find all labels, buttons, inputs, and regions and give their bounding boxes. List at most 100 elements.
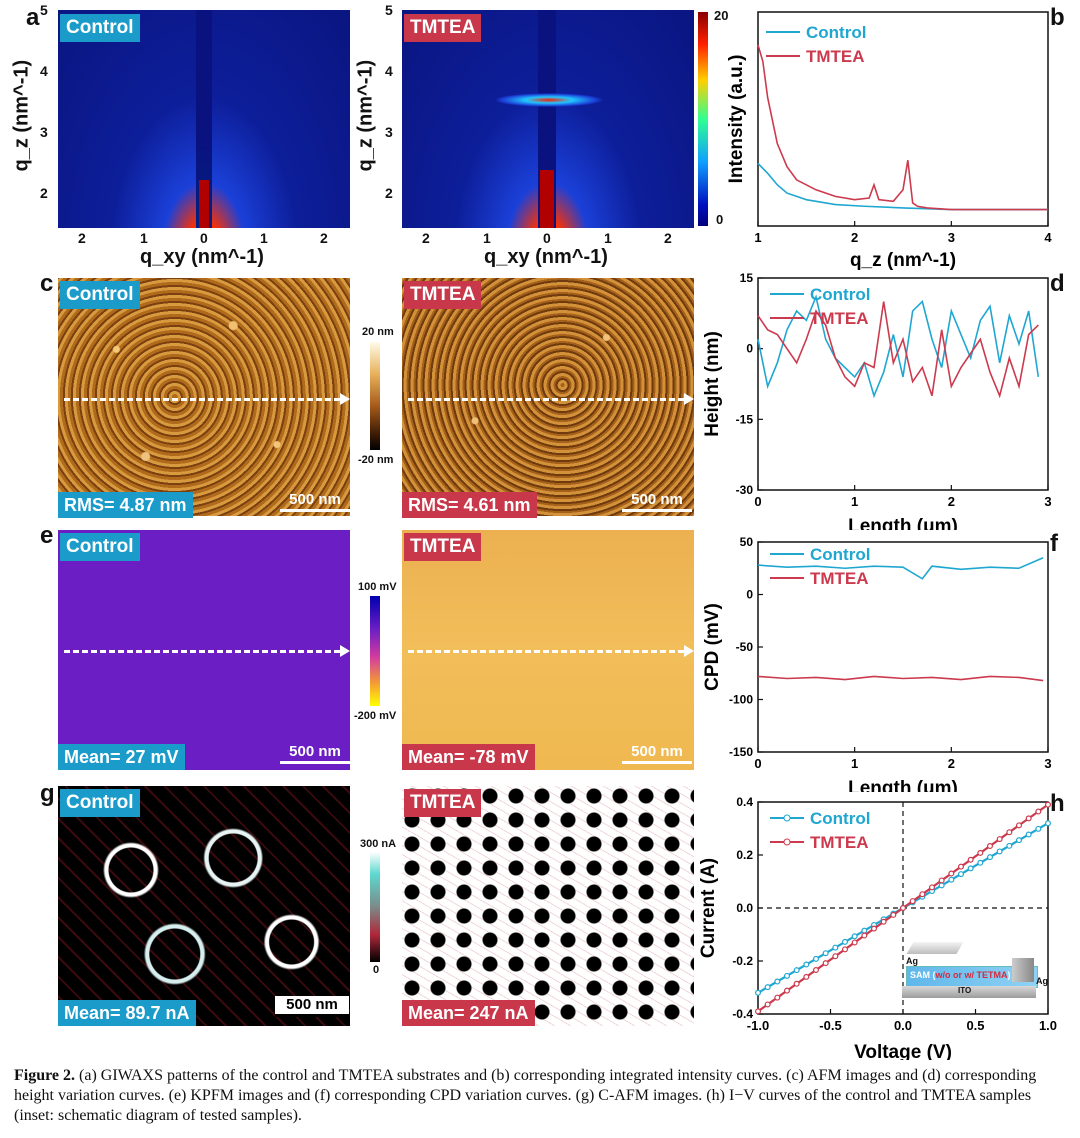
- data-point: [1025, 815, 1032, 822]
- y-tick-label: 0.4: [736, 795, 753, 809]
- x-axis-title: Voltage (V): [854, 1042, 952, 1060]
- data-point: [764, 1001, 771, 1008]
- x-tick-label: 0.5: [966, 1018, 984, 1033]
- afm-tmtea-image: [402, 278, 694, 516]
- legend-label: TMTEA: [810, 833, 869, 852]
- giwaxs-xtick: 1: [483, 230, 491, 246]
- giwaxs-tmtea-image: [402, 10, 694, 228]
- y-axis-title: Intensity (a.u.): [726, 55, 747, 184]
- panel-label-h: h: [1050, 790, 1065, 817]
- x-axis-title: q_z (nm^-1): [850, 250, 956, 270]
- data-point: [832, 953, 839, 960]
- legend-label: TMTEA: [806, 47, 865, 66]
- data-point: [996, 836, 1003, 843]
- panel-label-e: e: [40, 522, 54, 549]
- data-point: [987, 842, 994, 849]
- giwaxs-ytick-3: 3: [40, 124, 48, 140]
- afm-scale-label: 500 nm: [289, 491, 341, 508]
- chart-f-cpd: 0 1 2 3 -150 -100 -50 0 50 Control TMTEA Length (μm…: [702, 535, 1052, 792]
- inset-sam-prefix: SAM (: [910, 970, 936, 980]
- kpfm-control-linecut: [64, 650, 340, 653]
- y-tick-label: 0.0: [736, 901, 753, 915]
- x-tick-label: 1: [851, 494, 858, 509]
- inset-ag-top: Ag: [906, 956, 918, 966]
- giwaxs-xtick: 2: [664, 230, 672, 246]
- data-point: [1035, 808, 1042, 815]
- cafm-tmtea-image: [402, 786, 694, 1026]
- cafm-scale-label: 500 nm: [286, 996, 338, 1013]
- afm-tmtea-linecut: [408, 398, 684, 401]
- data-point: [783, 972, 790, 979]
- data-point: [774, 978, 781, 985]
- x-tick-label: 1.0: [1039, 1018, 1057, 1033]
- giwaxs-colorbar-max: 20: [714, 8, 729, 23]
- giwaxs-xtick: 1: [260, 230, 268, 246]
- data-point: [861, 927, 868, 934]
- plot-frame: [757, 11, 1049, 227]
- panel-label-b: b: [1050, 4, 1065, 31]
- data-point: [1025, 831, 1032, 838]
- cafm-tmtea-mean: Mean= 247 nA: [402, 1000, 535, 1026]
- afm-colorbar-top: 20 nm: [362, 326, 394, 338]
- afm-scale-label: 500 nm: [631, 491, 683, 508]
- x-tick-label: 3: [1044, 494, 1051, 509]
- data-point: [977, 859, 984, 866]
- afm-tmtea-arrow: [684, 393, 694, 405]
- data-point: [822, 960, 829, 967]
- inset-sam-condition: w/o or w/ TETMA: [935, 970, 1008, 980]
- data-point: [929, 884, 936, 891]
- data-point: [958, 863, 965, 870]
- giwaxs-xtick: 0: [200, 230, 208, 246]
- data-point: [919, 891, 926, 898]
- afm-colorbar: [370, 342, 380, 450]
- figure-caption: Figure 2. (a) GIWAXS patterns of the con…: [14, 1066, 1069, 1126]
- data-point: [938, 877, 945, 884]
- giwaxs-xtick: 0: [543, 230, 551, 246]
- kpfm-control-tag: Control: [60, 533, 140, 561]
- iv-inset-schematic: Ag SAM (w/o or w/ TETMA) Ag ITO: [902, 940, 1052, 1002]
- x-tick-label: -0.5: [819, 1018, 841, 1033]
- giwaxs-colorbar: [698, 12, 708, 226]
- caption-lead: Figure 2.: [14, 1067, 76, 1084]
- giwaxs-xtick: 1: [140, 230, 148, 246]
- x-tick-label: -1.0: [747, 1018, 769, 1033]
- data-point: [783, 987, 790, 994]
- data-point: [996, 848, 1003, 855]
- kpfm-colorbar: [370, 596, 380, 706]
- kpfm-scale-label: 500 nm: [289, 743, 341, 760]
- data-point: [1016, 822, 1023, 829]
- kpfm-tmtea-scalebar: 500 nm: [622, 743, 692, 764]
- giwaxs-control-tag: Control: [60, 14, 140, 42]
- data-point: [861, 932, 868, 939]
- legend-label: Control: [810, 809, 870, 828]
- series-line-tmtea: [757, 44, 1048, 211]
- y-tick-label: -0.4: [732, 1007, 753, 1021]
- inset-sam-suffix: ): [1007, 970, 1011, 980]
- y-axis-title: CPD (mV): [702, 603, 723, 691]
- data-point: [880, 918, 887, 925]
- legend-marker: [783, 814, 791, 822]
- x-tick-label: 0: [754, 494, 761, 509]
- kpfm-tmtea-mean: Mean= -78 mV: [402, 744, 535, 770]
- data-point: [803, 961, 810, 968]
- legend-label: TMTEA: [810, 309, 869, 328]
- series-line-control: [757, 294, 1040, 399]
- kpfm-control-mean: Mean= 27 mV: [58, 744, 185, 770]
- giwaxs-ytick-5: 5: [40, 2, 48, 18]
- giwaxs-ytick-2b: 2: [385, 185, 393, 201]
- inset-ag-side: Ag: [1036, 976, 1048, 986]
- afm-tmtea-scalebar: 500 nm: [622, 491, 692, 512]
- y-tick-label: 0: [746, 588, 753, 602]
- afm-tmtea-rms: RMS= 4.61 nm: [402, 492, 537, 518]
- legend-label: Control: [810, 285, 870, 304]
- giwaxs-ytick-4: 4: [40, 63, 48, 79]
- x-tick-label: 3: [1044, 756, 1051, 771]
- y-tick-label: -0.2: [732, 954, 753, 968]
- data-point: [812, 967, 819, 974]
- x-tick-label: 2: [948, 494, 955, 509]
- afm-control-arrow: [340, 393, 350, 405]
- series-line-control: [757, 557, 1044, 580]
- cafm-colorbar: [370, 852, 380, 962]
- cafm-control-image: [58, 786, 350, 1026]
- giwaxs-tmtea-tag: TMTEA: [404, 14, 482, 42]
